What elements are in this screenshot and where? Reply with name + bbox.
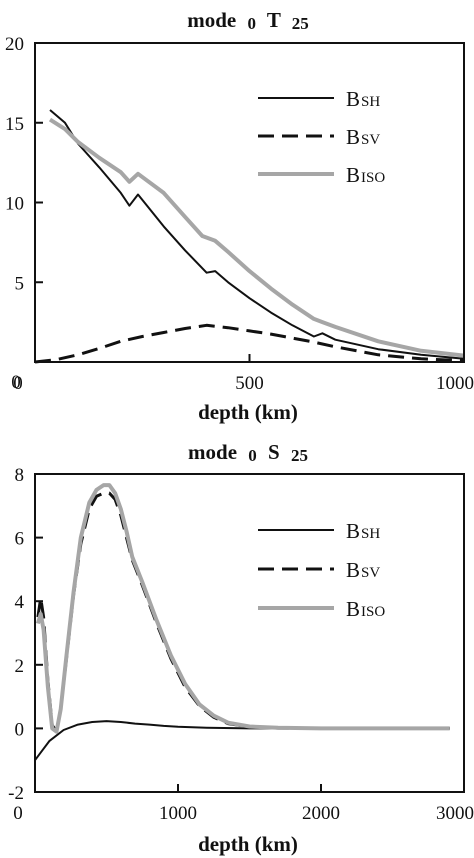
x-tick-label: 0 <box>13 803 23 824</box>
series-layer <box>34 483 450 761</box>
x-axis-label: depth (km) <box>198 400 298 424</box>
legend-label-biso: BISO <box>346 163 385 187</box>
x-tick-label: 1000 <box>436 373 474 394</box>
legend-label-bsv: BSV <box>346 558 380 582</box>
y-tick-label: -2 <box>8 783 24 804</box>
y-tick-label: 15 <box>5 114 24 135</box>
y-tick-label: 8 <box>15 465 25 486</box>
y-tick-label: 2 <box>15 656 25 677</box>
legend: BSH BSV BISO <box>258 519 385 621</box>
legend-label-bsh: BSH <box>346 87 380 111</box>
x-tick-label: 500 <box>235 373 264 394</box>
x-axis-label: depth (km) <box>198 832 298 856</box>
y-tick-label: 5 <box>15 273 25 294</box>
y-tick-label: 6 <box>15 529 25 550</box>
y-tick-label: 10 <box>5 194 24 215</box>
series-line-bsv <box>36 491 450 734</box>
legend: BSH BSV BISO <box>258 87 385 187</box>
legend-label-bsh: BSH <box>346 519 380 543</box>
plot-frame <box>34 473 465 793</box>
x-tick-label: 2000 <box>302 803 340 824</box>
series-line-biso <box>35 483 450 734</box>
chart-title: mode 0 T 25 <box>187 8 309 34</box>
plot-frame <box>34 42 465 363</box>
series-layer <box>34 109 465 364</box>
y-tick-label: 0 <box>15 719 25 740</box>
x-tick-label: 0 <box>13 373 23 394</box>
legend-label-bsv: BSV <box>346 125 380 149</box>
x-tick-label: 3000 <box>436 803 474 824</box>
y-tick-label: 0 <box>11 372 21 393</box>
y-tick-label: 4 <box>15 592 25 613</box>
chart-title: mode 0 S 25 <box>188 440 308 466</box>
series-line-bsv <box>34 323 465 364</box>
y-tick-label: 20 <box>5 34 24 55</box>
x-tick-label: 1000 <box>159 803 197 824</box>
series-line-biso <box>48 117 465 358</box>
series-line-bsh <box>49 109 465 360</box>
legend-label-biso: BISO <box>346 597 385 621</box>
